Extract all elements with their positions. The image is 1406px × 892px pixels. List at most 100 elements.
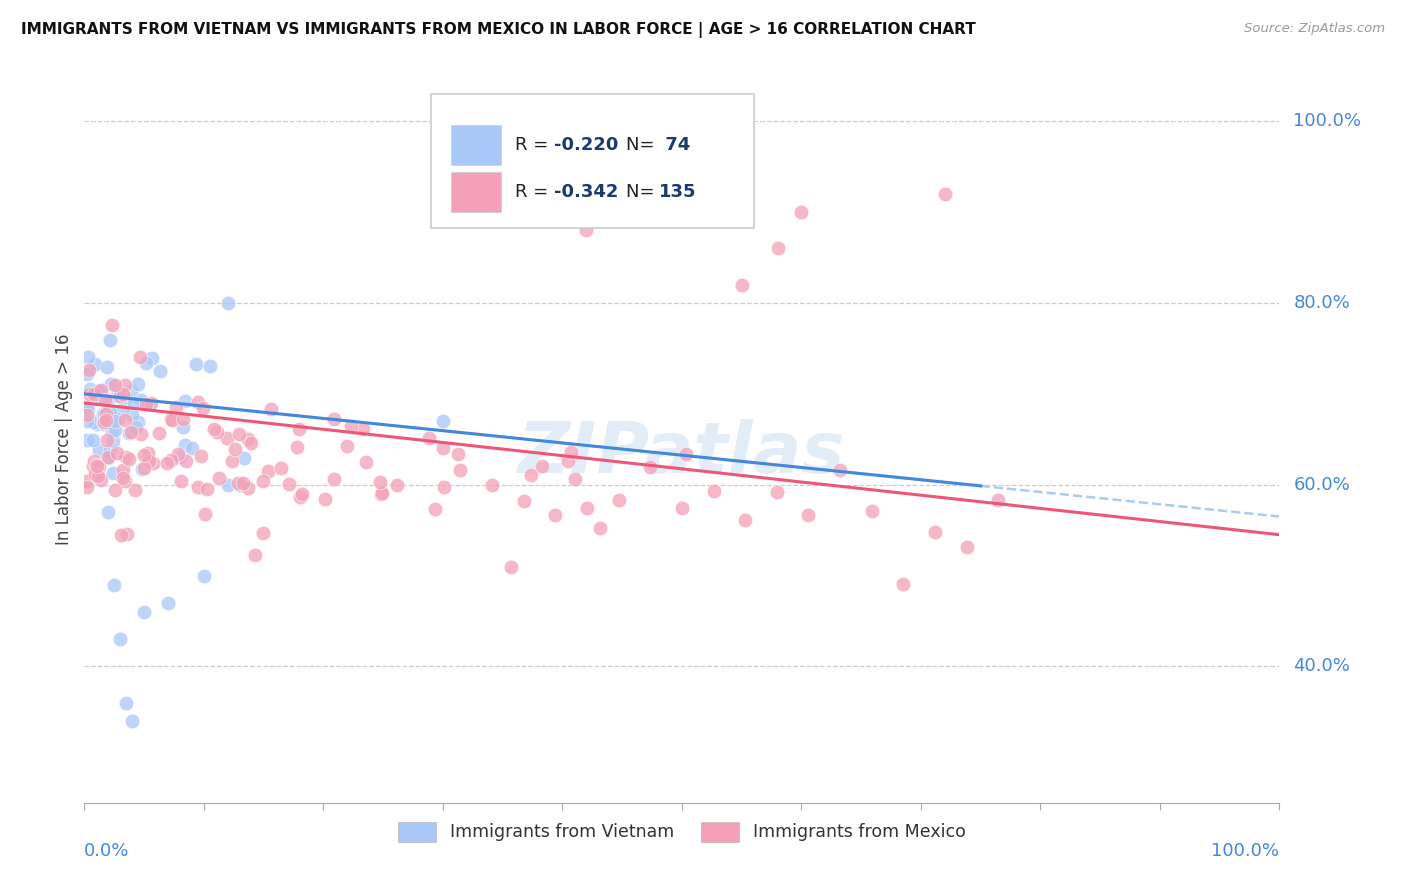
Point <box>323 412 346 426</box>
Point <box>236 481 259 495</box>
Text: -0.342: -0.342 <box>554 183 619 201</box>
Point <box>79 382 101 396</box>
Point <box>100 376 122 391</box>
Point <box>314 491 336 506</box>
Point <box>336 439 359 453</box>
Point <box>368 475 391 490</box>
Point <box>190 449 212 463</box>
Point <box>160 412 183 426</box>
Point <box>575 223 598 237</box>
Point <box>96 413 118 427</box>
Text: Source: ZipAtlas.com: Source: ZipAtlas.com <box>1244 22 1385 36</box>
Point <box>77 363 100 377</box>
Point <box>252 526 274 541</box>
Point <box>108 387 131 401</box>
Point <box>766 484 789 499</box>
Text: N=: N= <box>626 183 659 201</box>
Point <box>120 384 142 399</box>
Point <box>96 359 118 374</box>
Point <box>82 459 104 474</box>
Point <box>170 475 193 489</box>
Point <box>76 367 98 381</box>
Point <box>101 434 124 449</box>
Point <box>135 397 157 411</box>
Point <box>103 466 125 480</box>
Point <box>187 395 209 409</box>
Point <box>110 632 132 647</box>
Point <box>576 500 599 515</box>
Point <box>557 453 579 467</box>
Point <box>243 548 266 562</box>
Point <box>76 400 98 414</box>
Point <box>956 540 979 554</box>
Point <box>260 401 283 416</box>
Point <box>103 578 125 592</box>
Point <box>287 422 309 436</box>
Point <box>83 392 105 406</box>
Point <box>96 416 118 430</box>
Point <box>703 484 725 499</box>
Point <box>169 450 191 465</box>
Point <box>87 384 110 398</box>
Point <box>141 351 163 365</box>
Text: 80.0%: 80.0% <box>1294 294 1350 312</box>
Point <box>731 277 754 292</box>
Point <box>124 483 146 497</box>
Point <box>447 447 470 461</box>
Point <box>156 456 179 470</box>
Point <box>84 467 107 481</box>
Point <box>370 486 392 500</box>
Point <box>531 459 554 474</box>
Point <box>432 442 454 456</box>
Point <box>120 425 142 439</box>
Point <box>252 474 274 488</box>
Point <box>135 356 157 370</box>
Point <box>207 425 229 439</box>
Point <box>115 390 138 404</box>
Point <box>76 434 98 448</box>
Point <box>564 472 586 486</box>
Point <box>89 459 111 474</box>
Point <box>527 196 550 211</box>
Point <box>132 605 156 619</box>
Point <box>607 492 630 507</box>
Text: IMMIGRANTS FROM VIETNAM VS IMMIGRANTS FROM MEXICO IN LABOR FORCE | AGE > 16 CORR: IMMIGRANTS FROM VIETNAM VS IMMIGRANTS FR… <box>21 22 976 38</box>
Point <box>172 420 194 434</box>
Point <box>257 464 280 478</box>
Point <box>79 386 101 401</box>
Point <box>104 414 127 428</box>
Point <box>285 441 308 455</box>
Point <box>352 422 374 436</box>
Point <box>418 431 440 445</box>
Point <box>432 414 454 428</box>
Point <box>860 504 883 518</box>
Point <box>233 450 256 465</box>
Text: N=: N= <box>626 136 659 154</box>
Point <box>270 461 292 475</box>
Point <box>136 397 159 411</box>
Point <box>87 442 110 457</box>
Text: 74: 74 <box>659 136 690 154</box>
Point <box>790 205 813 219</box>
Point <box>103 408 125 422</box>
Point <box>433 480 456 494</box>
Point <box>104 377 127 392</box>
Point <box>101 318 124 332</box>
Point <box>354 455 377 469</box>
Point <box>181 442 204 456</box>
Point <box>108 389 131 403</box>
Point <box>176 453 198 467</box>
Point <box>229 477 252 491</box>
Point <box>924 524 946 539</box>
Point <box>797 508 820 523</box>
Text: 135: 135 <box>659 183 697 201</box>
Point <box>121 714 143 728</box>
Point <box>893 577 915 591</box>
Point <box>278 477 301 491</box>
Point <box>987 492 1010 507</box>
Point <box>671 500 693 515</box>
Point <box>217 477 239 491</box>
Point <box>122 395 145 409</box>
Point <box>731 178 754 192</box>
Point <box>766 242 789 256</box>
